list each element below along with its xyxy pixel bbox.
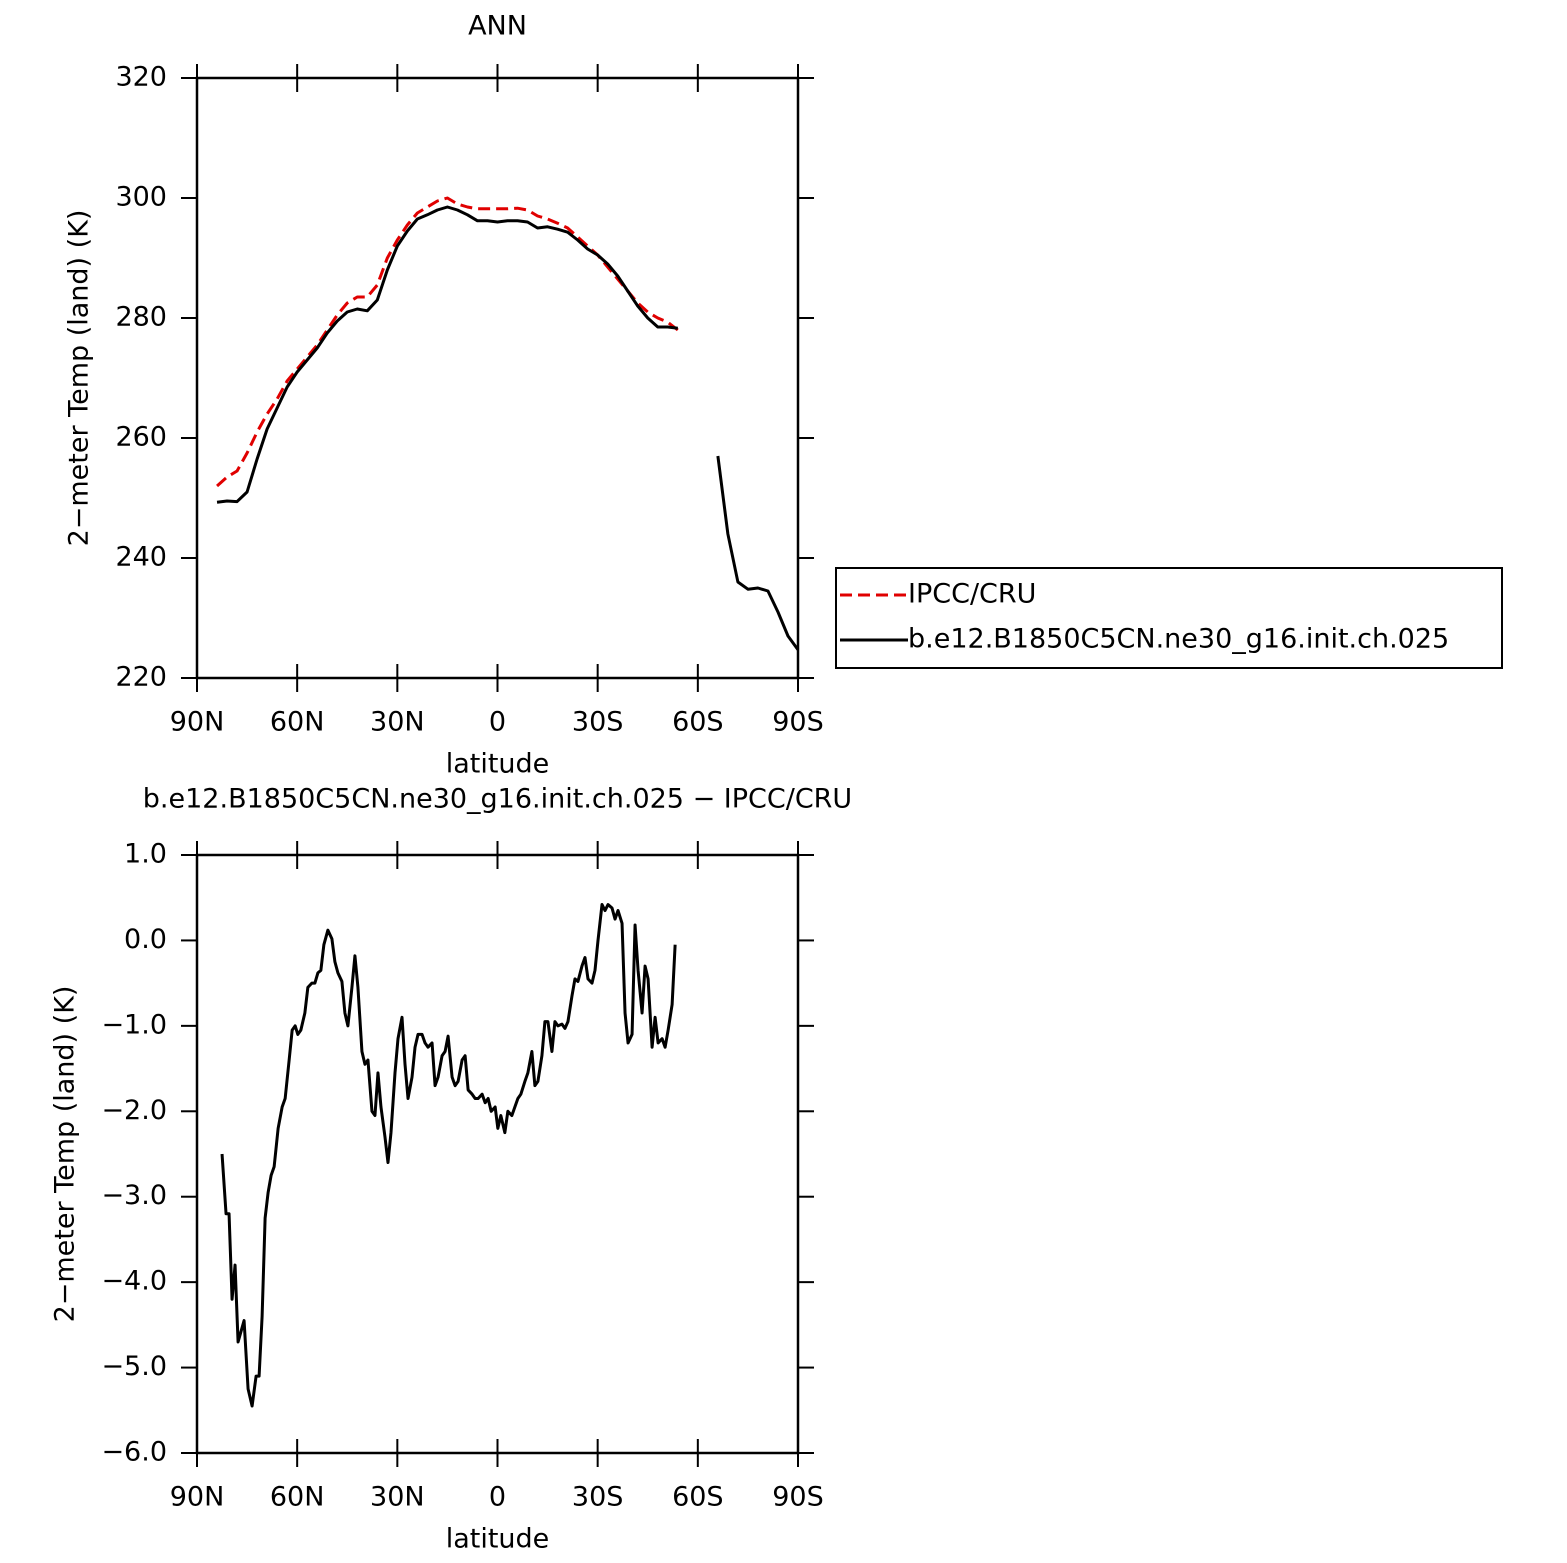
y-tick-label: 320: [115, 62, 167, 93]
y-tick-label: 0.0: [124, 924, 167, 955]
x-tick-label: 90S: [772, 707, 824, 738]
y-tick-label: −6.0: [101, 1437, 167, 1468]
legend-label: IPCC/CRU: [908, 579, 1036, 610]
x-tick-label: 60N: [270, 707, 325, 738]
y-axis-label: 2−meter Temp (land) (K): [64, 210, 95, 547]
x-tick-label: 60S: [672, 707, 724, 738]
x-axis-label: latitude: [446, 749, 550, 780]
y-tick-label: −4.0: [101, 1266, 167, 1297]
data-line: [220, 903, 677, 1408]
x-tick-label: 90N: [170, 707, 225, 738]
y-axis-label: 2−meter Temp (land) (K): [50, 986, 81, 1323]
y-tick-label: 280: [115, 302, 167, 333]
x-tick-label: 60N: [270, 1482, 325, 1513]
x-tick-label: 90S: [772, 1482, 824, 1513]
y-tick-label: 300: [115, 182, 167, 213]
chart-title: ANN: [468, 11, 527, 42]
x-tick-label: 30N: [370, 1482, 425, 1513]
y-tick-label: −5.0: [101, 1351, 167, 1382]
x-tick-label: 30S: [572, 707, 624, 738]
data-line: [216, 196, 679, 488]
x-axis-label: latitude: [446, 1524, 550, 1555]
data-line: [216, 205, 800, 651]
y-tick-label: 240: [115, 542, 167, 573]
y-tick-label: 1.0: [124, 839, 167, 870]
x-tick-label: 0: [489, 707, 506, 738]
y-tick-label: 260: [115, 422, 167, 453]
x-tick-label: 90N: [170, 1482, 225, 1513]
legend-box: [835, 567, 1503, 669]
y-tick-label: −2.0: [101, 1095, 167, 1126]
plot-frame: [195, 76, 800, 680]
y-tick-label: 220: [115, 662, 167, 693]
x-tick-label: 0: [489, 1482, 506, 1513]
y-tick-label: −3.0: [101, 1180, 167, 1211]
x-tick-label: 30N: [370, 707, 425, 738]
x-tick-label: 30S: [572, 1482, 624, 1513]
plot-frame: [195, 853, 800, 1455]
chart-title: b.e12.B1850C5CN.ne30_g16.init.ch.025 − I…: [143, 784, 852, 815]
x-tick-label: 60S: [672, 1482, 724, 1513]
y-tick-label: −1.0: [101, 1009, 167, 1040]
legend-label: b.e12.B1850C5CN.ne30_g16.init.ch.025: [908, 624, 1449, 655]
